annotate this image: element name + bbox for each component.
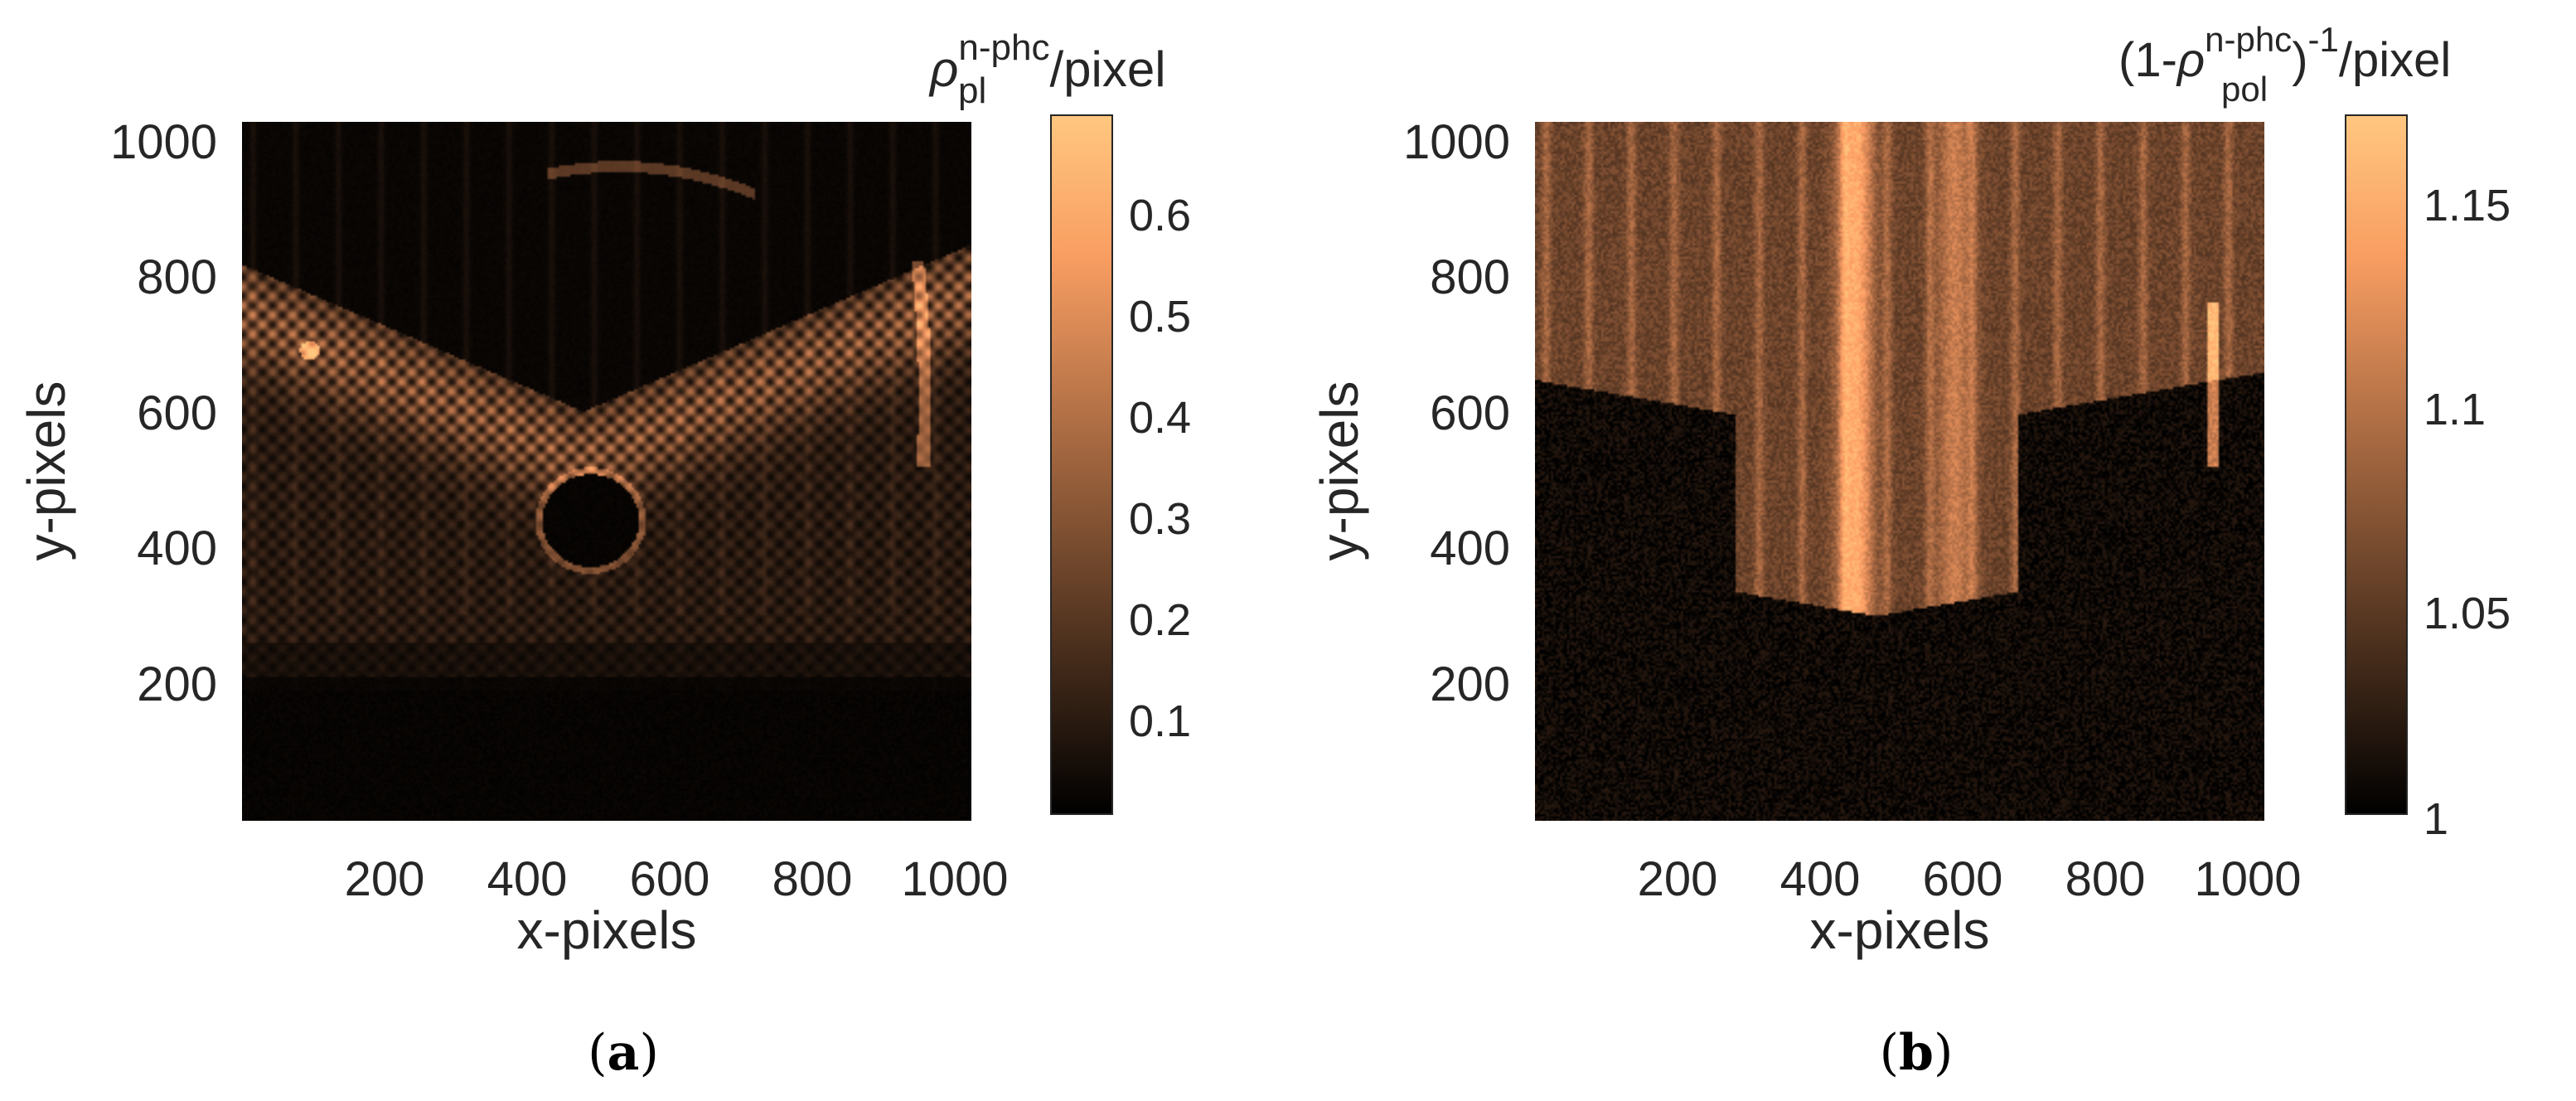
- x-axis-ticklabels-a: 200 400 600 800 1000: [345, 852, 1009, 906]
- y-tick-a-1000: 1000: [110, 115, 217, 169]
- colorbar-b: [2345, 114, 2408, 815]
- y-axis-label-a: y-pixels: [17, 381, 76, 561]
- x-tick-a-600: 600: [630, 852, 710, 906]
- y-tick-b-200: 200: [1430, 657, 1510, 711]
- y-tick-a-600: 600: [137, 386, 217, 440]
- cbar-b-rho: ρ: [2176, 33, 2205, 87]
- panel-caption-a: (a): [588, 1024, 659, 1082]
- x-tick-a-800: 800: [772, 852, 853, 906]
- caption-a-close: ): [639, 1024, 658, 1082]
- cbar-a-subscript: pl: [958, 70, 986, 111]
- cbar-a-tick-0.6: 0.6: [1129, 191, 1191, 240]
- cbar-b-superscript: n-phc: [2205, 20, 2292, 59]
- colorbar-ticks-a: 0.1 0.2 0.3 0.4 0.5 0.6: [1129, 191, 1191, 746]
- y-axis-label-b: y-pixels: [1310, 381, 1369, 561]
- panel-caption-b: (b): [1880, 1024, 1954, 1082]
- cbar-b-close: ): [2292, 33, 2307, 87]
- y-tick-b-600: 600: [1430, 386, 1510, 440]
- colorbar-label-b: (1-ρn-phc)-1/pixel: [2118, 20, 2451, 87]
- panel-a: 200 400 600 800 1000 200 400 600 800 100…: [17, 27, 1191, 1082]
- y-axis-ticklabels-a: 200 400 600 800 1000: [110, 115, 217, 711]
- cbar-b-prefix: (1-: [2118, 33, 2177, 87]
- y-tick-b-400: 400: [1430, 521, 1510, 575]
- x-tick-b-200: 200: [1638, 852, 1718, 906]
- y-tick-b-1000: 1000: [1403, 115, 1510, 169]
- cbar-a-superscript: n-phc: [958, 27, 1049, 68]
- caption-b-letter: b: [1899, 1024, 1934, 1082]
- y-tick-a-800: 800: [137, 250, 217, 304]
- cbar-b-tick-1: 1: [2423, 794, 2448, 844]
- caption-a-open: (: [588, 1024, 607, 1082]
- x-tick-a-400: 400: [487, 852, 568, 906]
- cbar-a-tick-0.2: 0.2: [1129, 595, 1191, 645]
- x-tick-a-1000: 1000: [901, 852, 1008, 906]
- heatmap-image-a: [242, 122, 971, 821]
- cbar-a-tick-0.3: 0.3: [1129, 494, 1191, 544]
- caption-b-open: (: [1880, 1024, 1899, 1082]
- x-tick-b-1000: 1000: [2194, 852, 2301, 906]
- y-tick-a-200: 200: [137, 657, 217, 711]
- colorbar-a: [1050, 114, 1113, 815]
- y-axis-ticklabels-b: 200 400 600 800 1000: [1403, 115, 1510, 711]
- caption-a-letter: a: [608, 1024, 640, 1082]
- cbar-a-rho: ρ: [928, 41, 958, 97]
- cbar-b-subscript: pol: [2221, 70, 2268, 109]
- colorbar-ticks-b: 1 1.05 1.1 1.15: [2423, 181, 2511, 844]
- cbar-a-tick-0.1: 0.1: [1129, 696, 1191, 746]
- x-axis-ticklabels-b: 200 400 600 800 1000: [1638, 852, 2302, 906]
- x-tick-b-600: 600: [1923, 852, 2003, 906]
- cbar-b-suffix: /pixel: [2339, 33, 2451, 87]
- y-tick-a-400: 400: [137, 521, 217, 575]
- cbar-b-exponent: -1: [2308, 20, 2339, 59]
- heatmap-image-b: [1535, 122, 2264, 821]
- y-tick-b-800: 800: [1430, 250, 1510, 304]
- cbar-b-tick-1.05: 1.05: [2423, 589, 2511, 638]
- cbar-a-suffix: /pixel: [1049, 41, 1165, 97]
- cbar-b-tick-1.1: 1.1: [2423, 385, 2486, 434]
- caption-b-close: ): [1934, 1024, 1953, 1082]
- cbar-a-tick-0.4: 0.4: [1129, 393, 1191, 443]
- cbar-a-tick-0.5: 0.5: [1129, 292, 1191, 342]
- colorbar-label-a: ρn-phc/pixel: [928, 27, 1166, 97]
- x-axis-label-a: x-pixels: [517, 900, 697, 960]
- x-tick-a-200: 200: [345, 852, 425, 906]
- x-axis-label-b: x-pixels: [1810, 900, 1990, 960]
- x-tick-b-800: 800: [2065, 852, 2146, 906]
- cbar-b-tick-1.15: 1.15: [2423, 181, 2511, 230]
- panel-b: 200 400 600 800 1000 200 400 600 800 100…: [1310, 20, 2511, 1082]
- x-tick-b-400: 400: [1780, 852, 1861, 906]
